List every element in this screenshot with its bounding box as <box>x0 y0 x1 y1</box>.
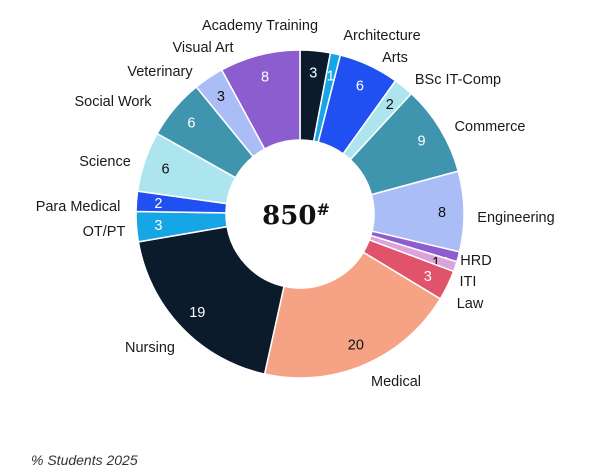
value-label: 2 <box>154 196 162 212</box>
value-label: 3 <box>424 269 432 285</box>
category-label: Social Work <box>74 94 152 110</box>
value-label: 6 <box>356 78 364 94</box>
category-label: Visual Art <box>173 40 234 56</box>
value-label: 3 <box>217 89 225 105</box>
category-label: HRD <box>460 253 491 269</box>
category-label: BSc IT-Comp <box>415 72 501 88</box>
value-label: 6 <box>161 161 169 177</box>
value-label: 2 <box>386 97 394 113</box>
category-label: Medical <box>371 374 421 390</box>
category-label: Para Medical <box>36 199 121 215</box>
category-label: ITI <box>460 274 477 290</box>
value-label: 3 <box>154 218 162 234</box>
value-label: 19 <box>189 305 205 321</box>
category-label: Arts <box>382 50 408 66</box>
category-label: Commerce <box>455 119 526 135</box>
value-label: 3 <box>309 66 317 82</box>
value-label: 9 <box>417 133 425 149</box>
category-label: Law <box>457 296 484 312</box>
category-label: Academy Training <box>202 18 318 34</box>
category-label: Engineering <box>477 210 554 226</box>
category-label: Science <box>79 154 131 170</box>
value-label: 8 <box>438 205 446 221</box>
slice-nursing <box>137 225 285 376</box>
slice-visual-art <box>220 49 301 150</box>
category-label: OT/PT <box>83 224 126 240</box>
category-label: Architecture <box>343 28 420 44</box>
value-label: 8 <box>261 69 269 85</box>
value-label: 20 <box>348 338 364 354</box>
value-label: 6 <box>187 116 195 132</box>
slice-medical <box>263 251 442 379</box>
center-value: 850 <box>262 201 316 231</box>
category-label: Nursing <box>125 340 175 356</box>
value-label: 1 <box>432 255 440 271</box>
center-total: 850# <box>262 200 330 231</box>
chart-footer: % Students 2025 <box>31 452 138 468</box>
center-superscript: # <box>316 200 329 219</box>
category-label: Veterinary <box>127 64 193 80</box>
value-label: 1 <box>327 68 335 84</box>
